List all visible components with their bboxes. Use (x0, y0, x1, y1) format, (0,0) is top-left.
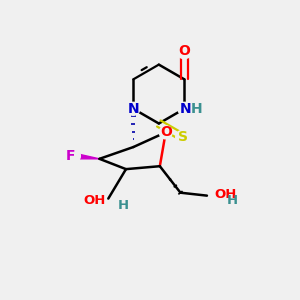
Text: S: S (178, 130, 188, 145)
Text: OH: OH (83, 194, 105, 207)
Circle shape (176, 130, 190, 145)
Text: O: O (178, 44, 190, 58)
Text: H: H (118, 200, 129, 212)
Text: F: F (65, 149, 75, 163)
Text: N: N (128, 102, 139, 116)
Circle shape (178, 102, 191, 115)
Polygon shape (73, 153, 100, 159)
Circle shape (159, 126, 172, 139)
Text: H: H (226, 194, 238, 207)
Text: H: H (191, 102, 203, 116)
Text: OH: OH (214, 188, 237, 201)
Text: N: N (180, 102, 192, 116)
Text: O: O (160, 125, 172, 139)
Circle shape (66, 148, 80, 163)
Circle shape (177, 44, 192, 59)
Circle shape (127, 102, 140, 115)
